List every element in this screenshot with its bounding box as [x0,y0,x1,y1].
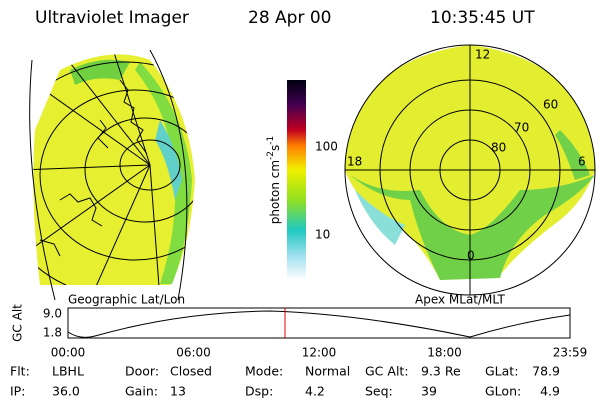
instrument: Ultraviolet Imager [35,8,189,28]
mlt-label: 0 [467,249,475,263]
field-value: LBHL [52,364,84,379]
altitude-xtick: 23:59 [553,346,588,360]
colorbar [287,80,306,280]
field-label: Dsp: [245,384,273,399]
mlt-label: 12 [475,48,490,62]
altitude-xtick: 00:00 [51,346,86,360]
field-label: IP: [10,384,25,399]
field-label: Flt: [10,364,30,379]
altitude-ytick: 1.8 [43,326,62,340]
colorbar-tick-label: 100 [315,140,338,154]
field-value: 9.3 Re [421,364,461,379]
mlt-label: 6 [578,155,586,169]
date: 28 Apr 00 [248,8,331,28]
field-label: Seq: [365,384,393,399]
altitude-ytick: 9.0 [43,307,62,321]
field-value: Normal [305,364,350,379]
field-label: GLon: [485,384,521,399]
altitude-plot [67,307,571,339]
field-value: 78.9 [532,364,560,379]
field-value: 36.0 [52,384,80,399]
field-label: GC Alt: [365,364,409,379]
field-value: 4.2 [305,384,325,399]
colorbar-tick-label: 10 [315,228,330,242]
colorbar-unit: photon cm-2s-1 [266,136,282,225]
geographic-image [29,49,196,301]
field-value: 13 [170,384,186,399]
altitude-xtick: 18:00 [427,346,462,360]
field-label: Gain: [125,384,158,399]
panel-label: Apex MLat/MLT [415,293,505,307]
time: 10:35:45 UT [430,8,535,28]
altitude-xtick: 12:00 [302,346,337,360]
ring-label: 60 [543,98,558,112]
ring-label: 80 [491,141,506,155]
mlt-label: 18 [347,155,362,169]
panel-label: Geographic Lat/Lon [68,293,185,307]
field-label: GLat: [485,364,518,379]
altitude-xtick: 06:00 [176,346,211,360]
field-label: Door: [125,364,159,379]
field-label: Mode: [245,364,283,379]
field-value: 39 [421,384,437,399]
field-value: 4.9 [540,384,560,399]
field-value: Closed [170,364,212,379]
altitude-ylabel: GC Alt [11,304,25,342]
ring-label: 70 [514,121,529,135]
polar-image [344,44,596,296]
